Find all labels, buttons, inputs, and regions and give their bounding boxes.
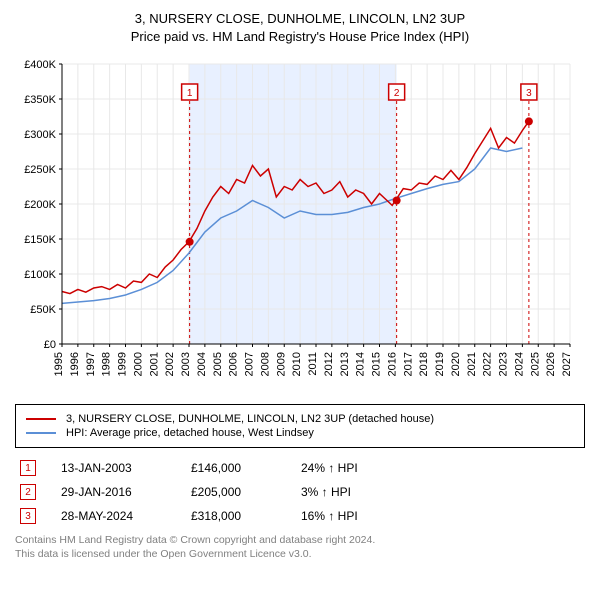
- svg-text:2008: 2008: [259, 352, 271, 376]
- svg-text:1996: 1996: [69, 352, 81, 376]
- sale-pct: 16% ↑ HPI: [301, 509, 431, 523]
- svg-text:2010: 2010: [291, 352, 303, 376]
- svg-text:2016: 2016: [386, 352, 398, 376]
- attribution-footer: Contains HM Land Registry data © Crown c…: [15, 534, 585, 561]
- chart-legend: 3, NURSERY CLOSE, DUNHOLME, LINCOLN, LN2…: [15, 404, 585, 448]
- svg-text:2012: 2012: [323, 352, 335, 376]
- sale-marker-1: 1: [20, 460, 36, 476]
- title-line-1: 3, NURSERY CLOSE, DUNHOLME, LINCOLN, LN2…: [10, 10, 590, 28]
- svg-text:2000: 2000: [132, 352, 144, 376]
- svg-text:2018: 2018: [418, 352, 430, 376]
- svg-text:2001: 2001: [148, 352, 160, 376]
- svg-text:£150K: £150K: [24, 234, 56, 246]
- svg-text:2007: 2007: [244, 352, 256, 376]
- svg-text:2004: 2004: [196, 352, 208, 376]
- svg-text:2026: 2026: [545, 352, 557, 376]
- sale-date: 13-JAN-2003: [61, 461, 191, 475]
- svg-text:2014: 2014: [355, 352, 367, 376]
- svg-text:1: 1: [187, 88, 193, 99]
- svg-text:2019: 2019: [434, 352, 446, 376]
- title-line-2: Price paid vs. HM Land Registry's House …: [10, 28, 590, 46]
- svg-text:2025: 2025: [529, 352, 541, 376]
- chart-title-block: 3, NURSERY CLOSE, DUNHOLME, LINCOLN, LN2…: [10, 10, 590, 46]
- svg-text:2003: 2003: [180, 352, 192, 376]
- sales-table: 1 13-JAN-2003 £146,000 24% ↑ HPI 2 29-JA…: [15, 456, 585, 528]
- svg-text:£350K: £350K: [24, 94, 56, 106]
- sale-marker-2: 2: [20, 484, 36, 500]
- svg-text:2023: 2023: [498, 352, 510, 376]
- svg-text:2011: 2011: [307, 352, 319, 376]
- svg-text:£100K: £100K: [24, 269, 56, 281]
- sale-price: £205,000: [191, 485, 301, 499]
- svg-text:2024: 2024: [513, 352, 525, 376]
- svg-text:£400K: £400K: [24, 59, 56, 71]
- sale-date: 29-JAN-2016: [61, 485, 191, 499]
- sale-row: 2 29-JAN-2016 £205,000 3% ↑ HPI: [15, 480, 585, 504]
- legend-row-hpi: HPI: Average price, detached house, West…: [26, 427, 574, 439]
- svg-text:2027: 2027: [561, 352, 573, 376]
- price-chart: £0 £50K £100K £150K £200K £250K £300K £350K £400…: [10, 54, 590, 394]
- svg-text:2015: 2015: [371, 352, 383, 376]
- svg-text:3: 3: [526, 88, 532, 99]
- svg-text:2013: 2013: [339, 352, 351, 376]
- sale-pct: 3% ↑ HPI: [301, 485, 431, 499]
- svg-text:1997: 1997: [85, 352, 97, 376]
- svg-text:2022: 2022: [482, 352, 494, 376]
- svg-text:2020: 2020: [450, 352, 462, 376]
- legend-swatch-hpi: [26, 432, 56, 434]
- svg-text:2017: 2017: [402, 352, 414, 376]
- svg-text:2006: 2006: [228, 352, 240, 376]
- sale-price: £146,000: [191, 461, 301, 475]
- sale-date: 28-MAY-2024: [61, 509, 191, 523]
- svg-text:2: 2: [394, 88, 400, 99]
- legend-row-price-paid: 3, NURSERY CLOSE, DUNHOLME, LINCOLN, LN2…: [26, 413, 574, 425]
- svg-text:2009: 2009: [275, 352, 287, 376]
- footer-line-1: Contains HM Land Registry data © Crown c…: [15, 534, 585, 548]
- svg-text:1995: 1995: [53, 352, 65, 376]
- legend-label-price-paid: 3, NURSERY CLOSE, DUNHOLME, LINCOLN, LN2…: [66, 413, 434, 425]
- svg-text:£0: £0: [44, 339, 56, 351]
- svg-text:2002: 2002: [164, 352, 176, 376]
- svg-text:£50K: £50K: [30, 304, 56, 316]
- svg-text:2021: 2021: [466, 352, 478, 376]
- sale-marker-3: 3: [20, 508, 36, 524]
- legend-swatch-price-paid: [26, 418, 56, 420]
- chart-container: £0 £50K £100K £150K £200K £250K £300K £350K £400…: [10, 54, 590, 394]
- svg-text:£200K: £200K: [24, 199, 56, 211]
- sale-pct: 24% ↑ HPI: [301, 461, 431, 475]
- svg-text:£250K: £250K: [24, 164, 56, 176]
- sale-price: £318,000: [191, 509, 301, 523]
- svg-text:2005: 2005: [212, 352, 224, 376]
- sale-row: 3 28-MAY-2024 £318,000 16% ↑ HPI: [15, 504, 585, 528]
- legend-label-hpi: HPI: Average price, detached house, West…: [66, 427, 314, 439]
- svg-text:£300K: £300K: [24, 129, 56, 141]
- sale-row: 1 13-JAN-2003 £146,000 24% ↑ HPI: [15, 456, 585, 480]
- svg-text:1999: 1999: [117, 352, 129, 376]
- svg-text:1998: 1998: [101, 352, 113, 376]
- footer-line-2: This data is licensed under the Open Gov…: [15, 548, 585, 562]
